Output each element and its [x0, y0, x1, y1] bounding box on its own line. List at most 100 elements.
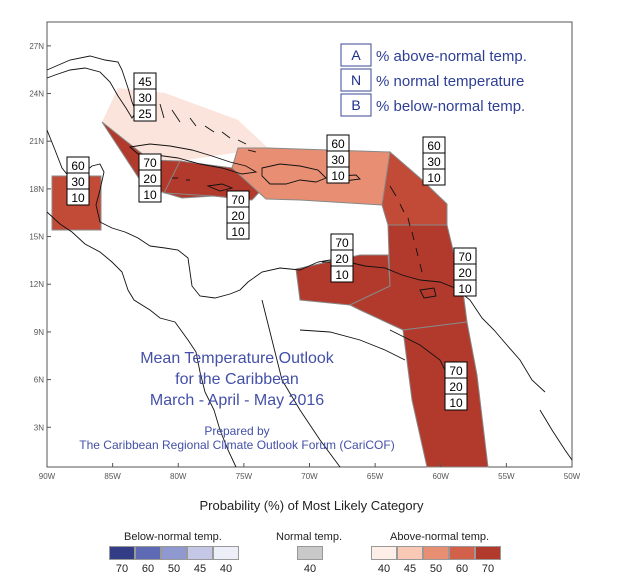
legend-below-swatches: [109, 546, 239, 560]
key-box-above: [340, 43, 372, 67]
prob-box-belize: 60 30 10: [66, 156, 90, 206]
legend-value-above: 50: [429, 563, 443, 575]
legend-value-below: 50: [167, 563, 181, 575]
legend-value-above: 45: [403, 563, 417, 575]
legend-swatch-below-50: [161, 546, 187, 560]
forecast-map: 90W 85W 80W 75W 70W 65W 60W 55W 50W 3N 6N 9N 12N 15N…: [29, 21, 581, 481]
legend-swatch-below-70: [109, 546, 135, 560]
svg-text:10: 10: [427, 171, 441, 185]
lon-tick-label: 90W: [39, 472, 56, 481]
legend-title: Probability (%) of Most Likely Category: [199, 498, 424, 513]
key-letter-normal: N: [351, 72, 361, 88]
svg-text:30: 30: [71, 175, 85, 189]
legend-swatch-above-45: [397, 546, 423, 560]
svg-text:30: 30: [138, 91, 152, 105]
lat-tick-label: 18N: [29, 185, 44, 194]
lat-tick-label: 3N: [34, 423, 44, 432]
key-text-above: % above-normal temp.: [376, 48, 527, 65]
lat-tick-label: 6N: [34, 376, 44, 385]
svg-text:20: 20: [231, 209, 245, 223]
legend-value-below: 60: [141, 563, 155, 575]
svg-text:30: 30: [331, 153, 345, 167]
lon-tick-label: 85W: [104, 472, 121, 481]
key-text-below: % below-normal temp.: [376, 98, 525, 115]
map-title-line3: March - April - May 2016: [150, 392, 324, 409]
lat-tick-label: 15N: [29, 233, 44, 242]
probability-boxes: 45 30 25 70 20 10 60 30 10 70 20 10 60 3…: [66, 72, 477, 411]
longitude-tick-labels: 90W 85W 80W 75W 70W 65W 60W 55W 50W: [39, 463, 581, 481]
prob-box-hispaniola: 60 30 10: [326, 134, 350, 184]
legend-below-values: 70 60 50 45 40: [109, 563, 239, 575]
prob-box-abc-islands: 70 20 10: [330, 233, 354, 283]
svg-text:10: 10: [458, 282, 472, 296]
legend-value-below: 40: [219, 563, 233, 575]
map-title-line2: for the Caribbean: [175, 371, 299, 388]
lon-tick-label: 75W: [236, 472, 253, 481]
svg-text:30: 30: [427, 155, 441, 169]
coastlines: [46, 55, 573, 468]
svg-text:20: 20: [449, 380, 463, 394]
legend-above-swatches: [371, 546, 501, 560]
legend-value-below: 70: [115, 563, 129, 575]
legend-swatch-above-50: [423, 546, 449, 560]
legend-value-normal: 40: [303, 563, 317, 575]
lon-tick-label: 55W: [498, 472, 515, 481]
key-box-normal: [340, 68, 372, 92]
lat-tick-label: 12N: [29, 280, 44, 289]
lon-tick-label: 80W: [170, 472, 187, 481]
legend-above-values: 40 45 50 60 70: [371, 563, 501, 575]
legend-value-above: 60: [455, 563, 469, 575]
legend-value-below: 45: [193, 563, 207, 575]
key-letter-below: B: [351, 97, 360, 113]
lat-tick-label: 24N: [29, 90, 44, 99]
legend-swatch-above-70: [475, 546, 501, 560]
lon-tick-label: 50W: [564, 472, 581, 481]
legend-swatch-above-40: [371, 546, 397, 560]
lat-tick-label: 21N: [29, 137, 44, 146]
svg-text:10: 10: [143, 188, 157, 202]
latitude-tick-labels: 3N 6N 9N 12N 15N 18N 21N 24N 27N: [29, 42, 51, 432]
prob-box-guianas: 70 20 10: [444, 361, 468, 411]
legend-value-above: 70: [481, 563, 495, 575]
prob-box-bahamas: 45 30 25: [133, 72, 157, 122]
prob-box-eastern-caribbean: 60 30 10: [422, 136, 446, 186]
svg-text:10: 10: [331, 169, 345, 183]
svg-text:60: 60: [427, 139, 441, 153]
lat-tick-label: 9N: [34, 328, 44, 337]
lon-tick-label: 65W: [367, 472, 384, 481]
svg-text:60: 60: [331, 137, 345, 151]
svg-text:70: 70: [458, 250, 472, 264]
prob-box-cuba: 70 20 10: [138, 153, 162, 203]
svg-text:10: 10: [335, 268, 349, 282]
svg-text:45: 45: [138, 75, 152, 89]
legend-swatch-below-60: [135, 546, 161, 560]
prob-box-southern-islands: 70 20 10: [453, 247, 477, 297]
svg-text:70: 70: [143, 156, 157, 170]
legend-normal-title: Normal temp.: [276, 531, 343, 543]
svg-text:70: 70: [449, 364, 463, 378]
svg-text:60: 60: [71, 159, 85, 173]
svg-text:70: 70: [335, 236, 349, 250]
map-credit-line2: The Caribbean Regional Climate Outlook F…: [79, 438, 394, 452]
legend-swatch-normal-40: [297, 546, 323, 560]
legend-swatch-below-40: [213, 546, 239, 560]
legend-normal-swatches: [297, 546, 323, 560]
category-key: A % above-normal temp. N % normal temper…: [340, 43, 527, 117]
svg-text:20: 20: [458, 266, 472, 280]
map-credit-line1: Prepared by: [204, 424, 269, 438]
lon-tick-label: 70W: [301, 472, 318, 481]
svg-text:20: 20: [335, 252, 349, 266]
lon-tick-label: 60W: [433, 472, 450, 481]
key-text-normal: % normal temperature: [376, 73, 524, 90]
svg-text:20: 20: [143, 172, 157, 186]
key-letter-above: A: [351, 47, 361, 63]
legend-swatch-below-45: [187, 546, 213, 560]
lat-tick-label: 27N: [29, 42, 44, 51]
svg-text:10: 10: [449, 396, 463, 410]
legend-swatch-above-60: [449, 546, 475, 560]
prob-box-jamaica: 70 20 10: [226, 190, 250, 240]
legend-normal-values: 40: [297, 563, 323, 575]
legend-above-title: Above-normal temp.: [390, 531, 490, 543]
legend-value-above: 40: [377, 563, 391, 575]
legend-below-title: Below-normal temp.: [124, 531, 222, 543]
